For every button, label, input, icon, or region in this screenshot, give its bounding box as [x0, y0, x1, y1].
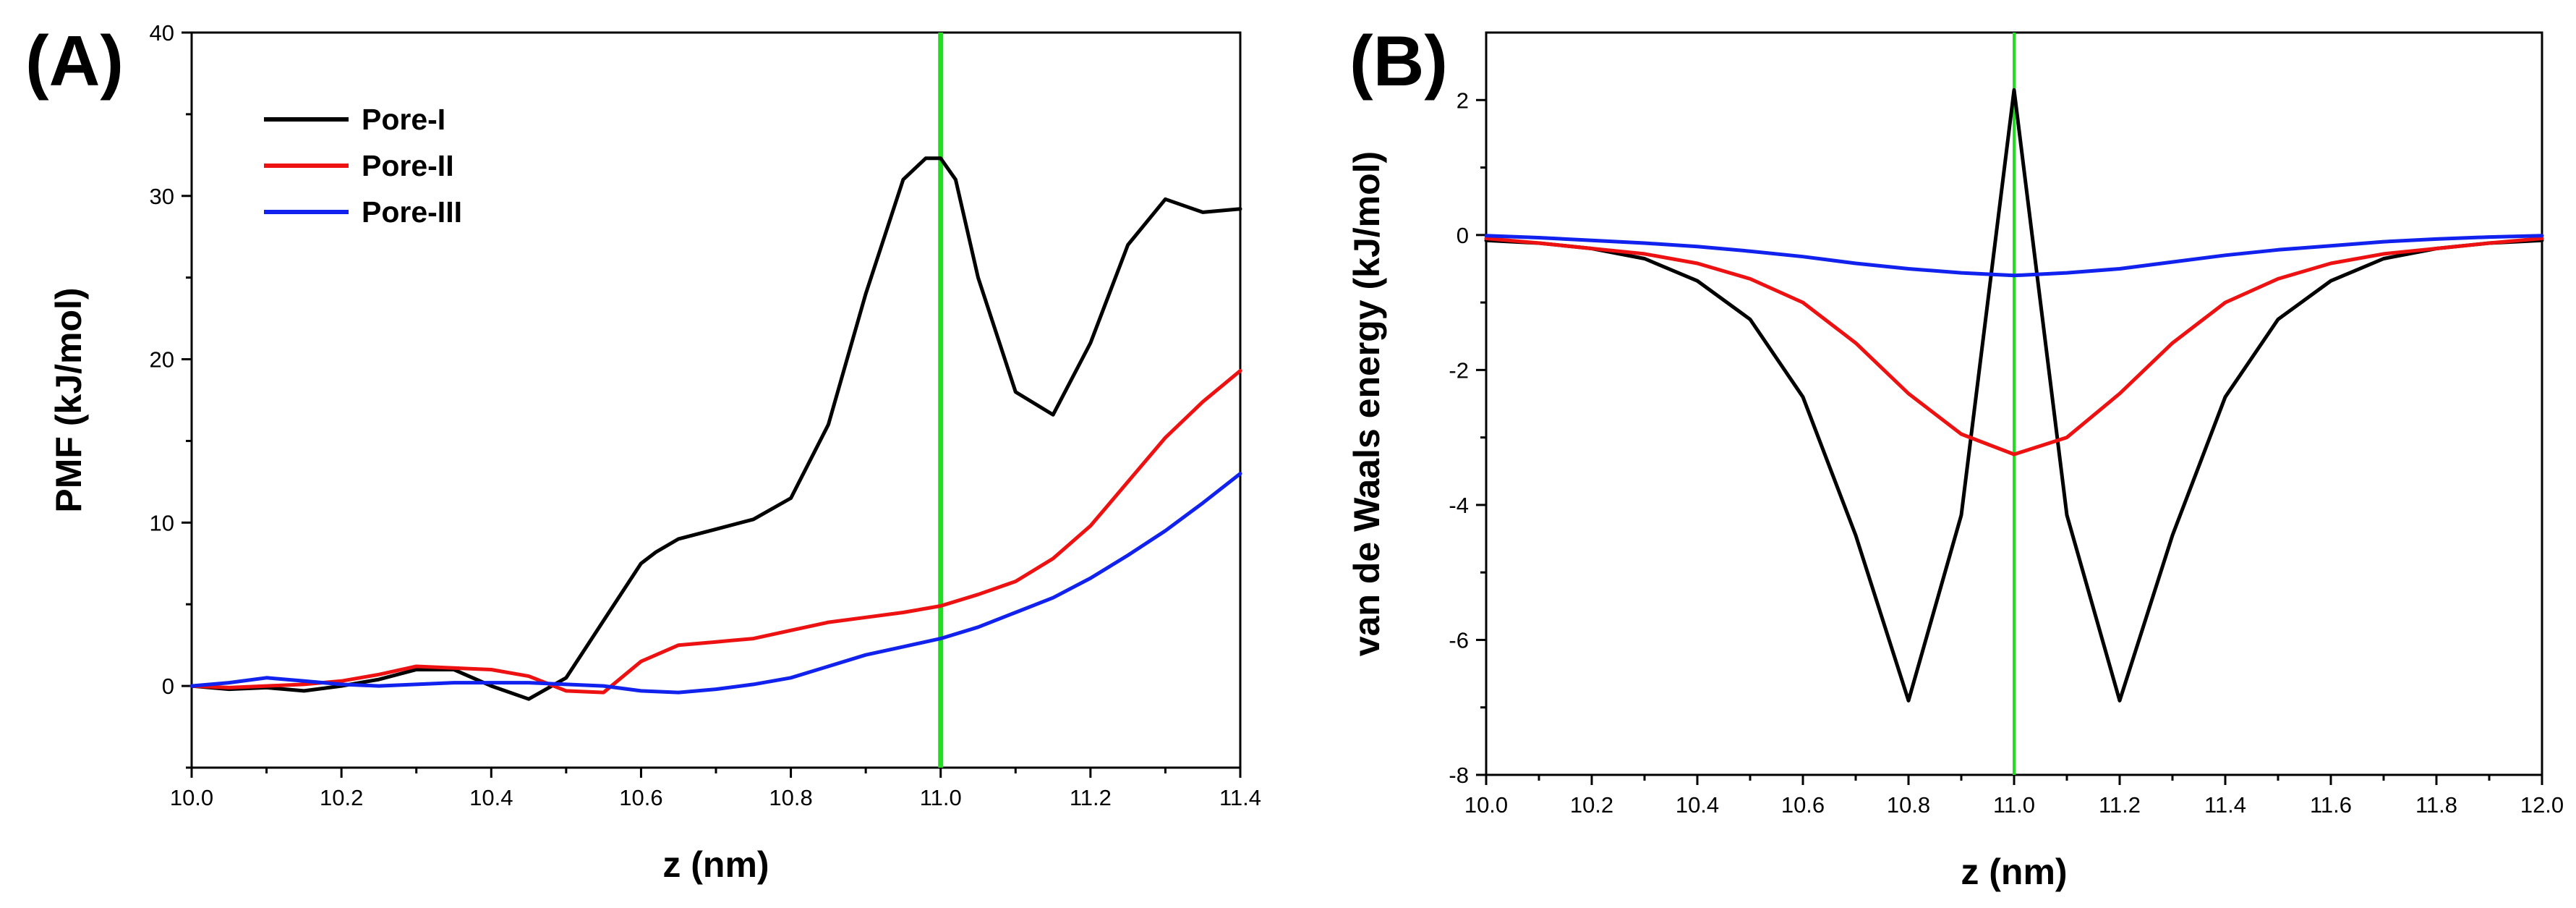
y-tick-label: -6: [1449, 627, 1469, 653]
series-line-pore-iii: [189, 472, 1242, 695]
series-line-pore-i: [189, 156, 1242, 701]
x-tick-label: 11.4: [1219, 785, 1261, 810]
y-tick-label: -4: [1449, 493, 1469, 518]
panel-a-y-axis-title: PMF (kJ/mol): [48, 287, 89, 512]
y-tick-label: 2: [1457, 88, 1469, 113]
x-tick-label: 11.0: [1993, 792, 2035, 818]
x-tick-label: 10.2: [320, 785, 363, 810]
panel-a-plot-frame: [190, 31, 1242, 769]
panel-a-x-axis-title: z (nm): [662, 844, 769, 885]
y-tick-label: 40: [150, 20, 174, 46]
x-tick-label: 11.4: [2204, 792, 2246, 818]
x-tick-label: 10.0: [1464, 792, 1508, 818]
series-line-pore-i: [1484, 88, 2544, 703]
series-line-pore-ii: [1484, 237, 2544, 457]
panel-a-label: (A): [25, 21, 124, 101]
panel-b-vdw-chart: (B) -8 -6 -4 -2 0 2 10.0 10.2 10.4 10.6 10.8 11.0 1…: [1347, 21, 2564, 892]
x-tick-label: 11.8: [2415, 792, 2457, 818]
y-tick-label: 0: [1457, 223, 1469, 248]
panel-b-x-axis-title: z (nm): [1961, 852, 2067, 892]
legend-label-pore-i: Pore-I: [362, 103, 445, 136]
x-tick-label: 10.6: [1781, 792, 1825, 818]
x-tick-label: 11.0: [920, 785, 962, 810]
x-tick-label: 10.8: [1887, 792, 1930, 818]
panel-a-pmf-chart: (A) 0 10 20 30 40 10.0 10.2 10.4 10.6 10.8 11.0 11…: [25, 20, 1261, 885]
series-line-pore-iii: [1484, 234, 2544, 278]
x-tick-label: 11.2: [2099, 792, 2141, 818]
x-tick-label: 10.0: [170, 785, 213, 810]
y-tick-label: 20: [150, 347, 174, 373]
x-tick-label: 12.0: [2520, 792, 2564, 818]
y-tick-label: 10: [150, 510, 174, 535]
x-tick-label: 11.2: [1070, 785, 1112, 810]
series-line-pore-ii: [189, 368, 1242, 695]
x-tick-label: 10.4: [469, 785, 513, 810]
x-tick-label: 10.4: [1676, 792, 1719, 818]
y-tick-label: -2: [1449, 357, 1469, 383]
y-tick-label: 0: [162, 674, 174, 699]
legend-label-pore-iii: Pore-III: [362, 195, 462, 229]
x-tick-label: 10.6: [619, 785, 662, 810]
y-tick-label: -8: [1449, 763, 1469, 788]
panel-b-label: (B): [1349, 21, 1448, 101]
x-tick-label: 10.8: [769, 785, 812, 810]
y-tick-label: 30: [150, 184, 174, 209]
panel-b-y-axis-title: van de Waals energy (kJ/mol): [1347, 151, 1387, 656]
legend-label-pore-ii: Pore-II: [362, 149, 454, 182]
x-tick-label: 11.6: [2310, 792, 2352, 818]
panel-a-legend: Pore-I Pore-II Pore-III: [264, 103, 462, 229]
x-tick-label: 10.2: [1570, 792, 1613, 818]
